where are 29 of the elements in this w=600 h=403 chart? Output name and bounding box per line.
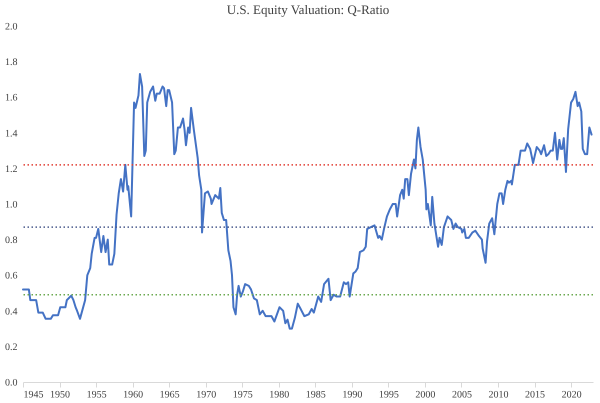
x-tick-label: 1950 bbox=[50, 390, 70, 400]
x-tick-label: 1995 bbox=[378, 390, 399, 400]
y-tick-label: 1.0 bbox=[5, 200, 18, 210]
y-tick-label: 1.6 bbox=[5, 92, 18, 104]
y-tick-label: 1.8 bbox=[5, 57, 18, 68]
x-tick-label: 2000 bbox=[415, 390, 436, 400]
y-tick-label: 0.8 bbox=[5, 235, 18, 246]
y-tick-label: 1.2 bbox=[5, 164, 18, 175]
y-tick-label: 0.2 bbox=[5, 342, 18, 353]
x-tick-label: 1960 bbox=[123, 390, 144, 400]
y-tick-label: 0.6 bbox=[5, 270, 18, 282]
x-tick-label: 1990 bbox=[342, 390, 362, 400]
x-tick-label: 1945 bbox=[24, 390, 44, 400]
line-series bbox=[22, 73, 593, 330]
y-tick-label: 2.0 bbox=[5, 22, 18, 32]
y-tick-label: 0.0 bbox=[5, 378, 18, 388]
x-tick-label: 2010 bbox=[488, 390, 508, 400]
x-tick-label: 2005 bbox=[452, 390, 472, 400]
x-tick-label: 2015 bbox=[525, 390, 546, 400]
x-tick-label: 1985 bbox=[306, 390, 326, 400]
x-tick-label: 1965 bbox=[160, 390, 180, 400]
x-tick-label: 1970 bbox=[196, 390, 216, 400]
chart-title: U.S. Equity Valuation: Q-Ratio bbox=[226, 2, 390, 17]
x-tick-label: 1955 bbox=[86, 390, 107, 400]
y-tick-label: 0.4 bbox=[5, 306, 18, 318]
x-tick-label: 2020 bbox=[562, 390, 582, 400]
x-tick-label: 1975 bbox=[232, 390, 253, 400]
y-tick-label: 1.4 bbox=[5, 128, 18, 140]
x-tick-label: 1980 bbox=[269, 390, 290, 400]
